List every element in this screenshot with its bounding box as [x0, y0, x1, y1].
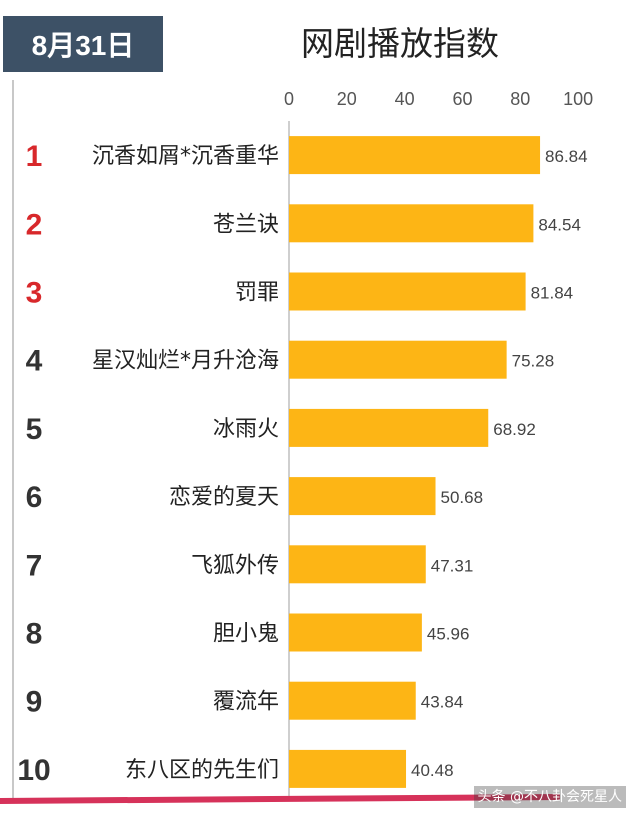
rank-number: 1: [26, 140, 43, 173]
bar: [289, 681, 416, 720]
chart-title: 网剧播放指数: [301, 24, 499, 63]
category-label: 恋爱的夏天: [169, 485, 279, 510]
rank-number: 3: [26, 277, 43, 310]
x-tick-label: 80: [510, 89, 530, 109]
data-label: 45.96: [427, 625, 470, 644]
date-badge: 8月31日: [3, 16, 163, 72]
category-label: 飞狐外传: [191, 553, 279, 578]
data-label: 43.84: [421, 693, 464, 712]
rank-number: 5: [26, 413, 43, 446]
category-label: 覆流年: [213, 690, 279, 715]
x-tick-label: 60: [452, 89, 472, 109]
category-label: 星汉灿烂*月升沧海: [92, 349, 279, 374]
bar: [289, 545, 426, 584]
rank-number: 8: [26, 618, 43, 651]
data-label: 47.31: [431, 556, 474, 575]
category-label: 胆小鬼: [213, 622, 279, 647]
category-label: 冰雨火: [213, 417, 279, 442]
bar: [289, 136, 541, 175]
bar: [289, 272, 526, 311]
category-label: 罚罪: [235, 281, 279, 306]
category-label: 东八区的先生们: [125, 758, 279, 783]
data-label: 75.28: [512, 352, 555, 371]
watermark: 头条 @不八卦会死星人: [473, 786, 626, 808]
left-rule: [12, 80, 14, 800]
bar: [289, 477, 436, 516]
rank-number: 7: [26, 549, 43, 582]
category-label: 苍兰诀: [213, 212, 279, 237]
rank-number: 10: [17, 754, 50, 787]
rank-number: 2: [26, 208, 43, 241]
x-tick-label: 100: [563, 89, 593, 109]
category-label: 沉香如屑*沉香重华: [92, 144, 279, 169]
data-label: 81.84: [531, 284, 574, 303]
bar: [289, 613, 422, 652]
bar: [289, 340, 507, 379]
rank-number: 4: [26, 345, 43, 378]
data-label: 86.84: [545, 147, 588, 166]
data-label: 68.92: [493, 420, 536, 439]
x-tick-label: 0: [284, 89, 294, 109]
x-tick-label: 40: [395, 89, 415, 109]
bar: [289, 204, 534, 243]
x-tick-label: 20: [337, 89, 357, 109]
rank-number: 6: [26, 481, 43, 514]
bar: [289, 749, 407, 788]
data-label: 40.48: [411, 761, 454, 780]
data-label: 84.54: [538, 215, 581, 234]
rank-number: 9: [26, 686, 43, 719]
data-label: 50.68: [441, 488, 484, 507]
bar: [289, 408, 489, 447]
